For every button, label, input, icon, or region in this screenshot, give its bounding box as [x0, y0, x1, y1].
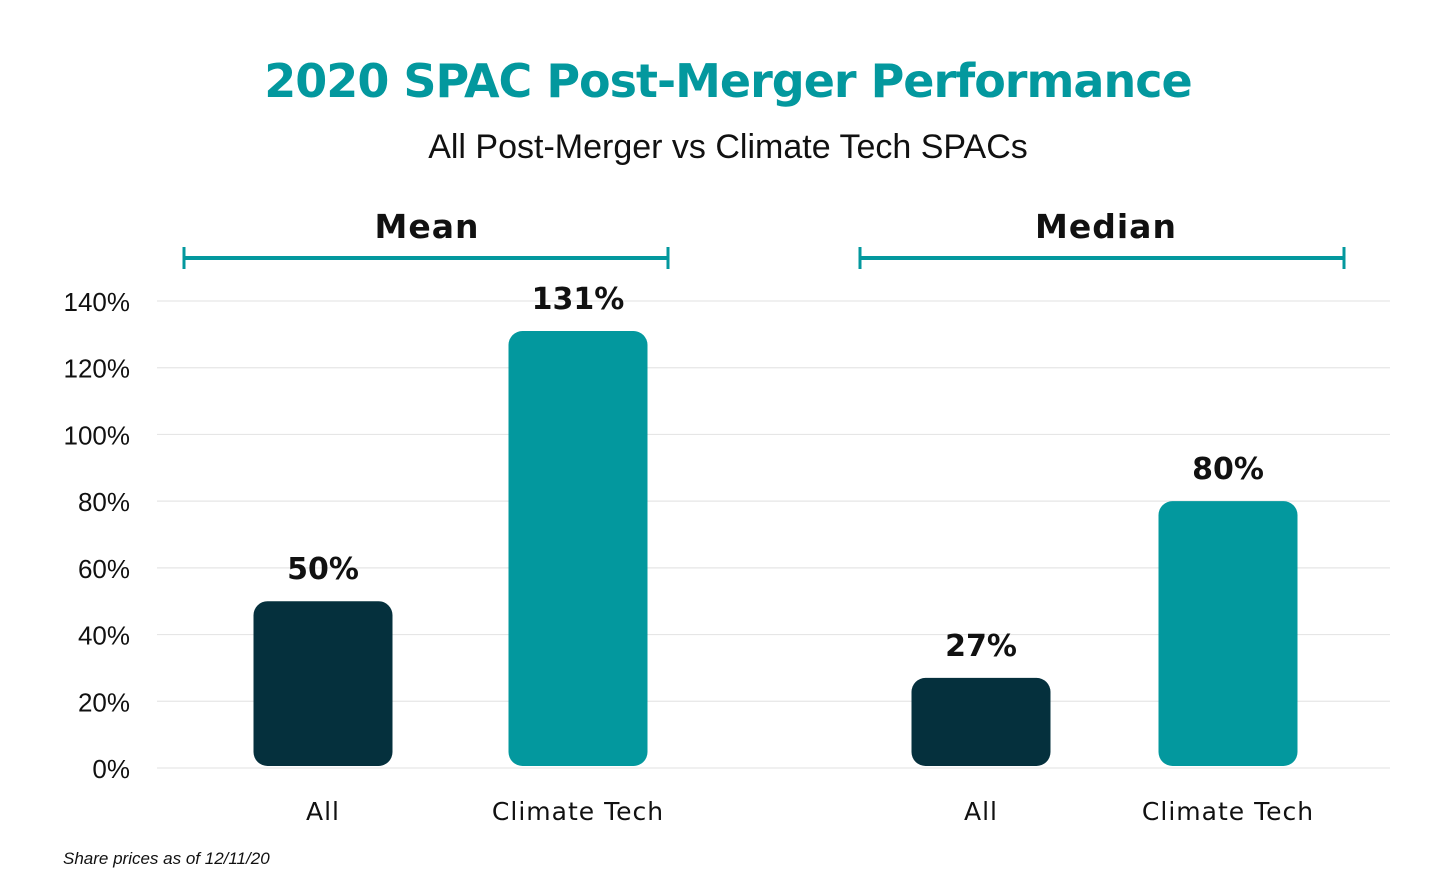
y-tick-label: 0% — [92, 754, 130, 784]
y-tick-label: 100% — [64, 420, 131, 450]
data-label: 50% — [287, 552, 359, 587]
y-tick-label: 140% — [64, 287, 131, 317]
group-label: Mean — [375, 207, 480, 246]
x-category-label: All — [964, 797, 998, 826]
data-label: 80% — [1192, 452, 1264, 487]
bar — [253, 601, 393, 766]
data-label: 131% — [532, 282, 625, 317]
chart-subtitle: All Post-Merger vs Climate Tech SPACs — [428, 128, 1028, 166]
y-tick-label: 40% — [78, 621, 130, 651]
bar — [1158, 501, 1298, 766]
chart-title: 2020 SPAC Post-Merger Performance — [264, 54, 1191, 108]
y-tick-label: 80% — [78, 487, 130, 517]
y-tick-label: 60% — [78, 554, 130, 584]
bar — [508, 331, 648, 766]
y-tick-label: 20% — [78, 687, 130, 717]
x-category-label: Climate Tech — [492, 797, 664, 826]
footnote: Share prices as of 12/11/20 — [63, 849, 270, 868]
x-category-label: Climate Tech — [1142, 797, 1314, 826]
x-category-label: All — [306, 797, 340, 826]
bar — [911, 677, 1051, 766]
y-tick-label: 120% — [64, 354, 131, 384]
data-label: 27% — [945, 629, 1017, 664]
group-label: Median — [1035, 207, 1177, 246]
